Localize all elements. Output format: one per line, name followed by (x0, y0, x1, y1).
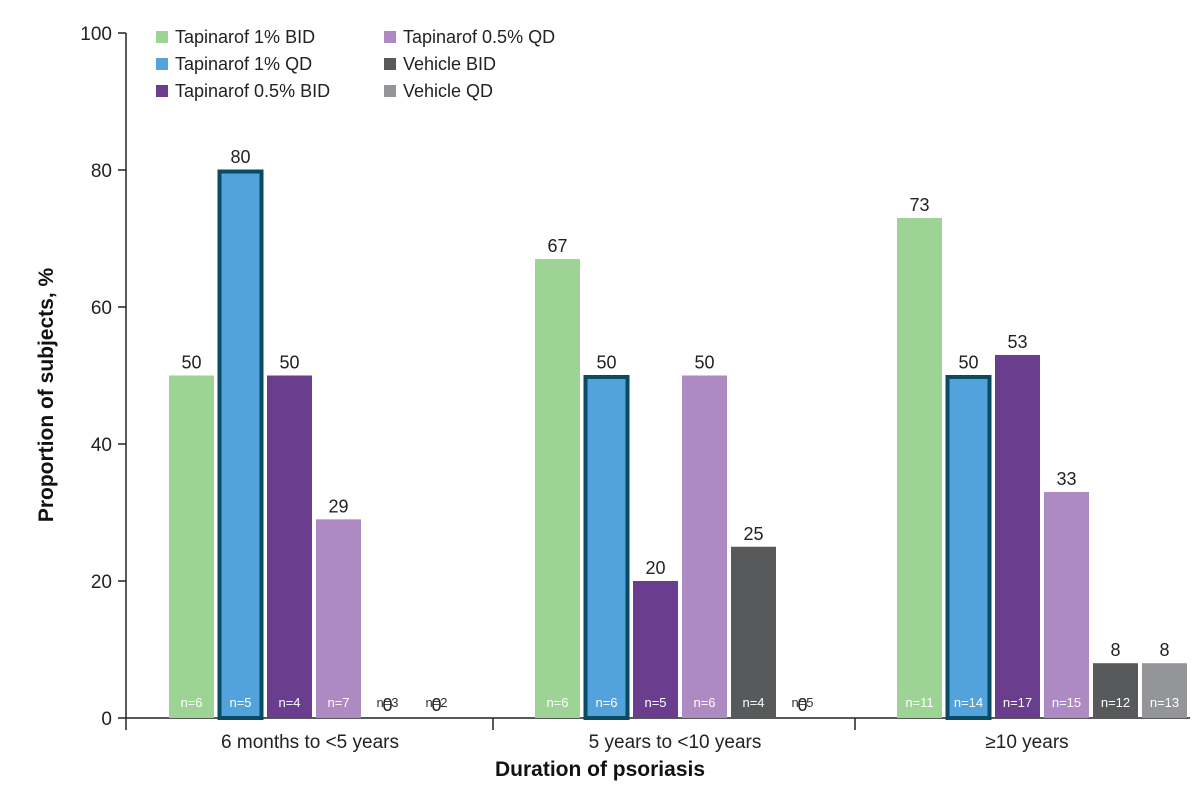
bar-value-label: 8 (1159, 640, 1169, 660)
bar-n-label: n=5 (791, 695, 813, 710)
x-category-label: 6 months to <5 years (221, 732, 399, 753)
legend-swatch (384, 31, 396, 43)
bar-value-label: 33 (1056, 469, 1076, 489)
bar (169, 375, 214, 718)
bar-value-label: 0 (431, 695, 441, 715)
bar-value-label: 50 (181, 353, 201, 373)
y-tick-label: 40 (91, 435, 112, 456)
x-axis-title: Duration of psoriasis (495, 758, 705, 781)
bar-n-label: n=6 (693, 695, 715, 710)
bar (897, 217, 942, 718)
y-tick-label: 60 (91, 298, 112, 319)
bar-value-label: 20 (645, 558, 665, 578)
bar-n-label: n=13 (1150, 695, 1179, 710)
bar-value-label: 50 (279, 353, 299, 373)
legend: Tapinarof 1% BID Tapinarof 1% QD Tapinarof… (156, 27, 555, 101)
bar (267, 375, 312, 718)
legend-swatch (156, 85, 168, 97)
bar-value-label: 67 (547, 236, 567, 256)
bar-n-label: n=7 (327, 695, 349, 710)
legend-label: Vehicle BID (403, 54, 496, 74)
legend-swatch (384, 58, 396, 70)
y-axis: 0 20 40 60 80 100 (80, 24, 127, 730)
bar-n-label: n=2 (425, 695, 447, 710)
legend-label: Tapinarof 1% BID (175, 27, 315, 47)
bar (682, 375, 727, 718)
bar-value-label: 50 (694, 353, 714, 373)
bar (217, 169, 264, 720)
x-axis: 6 months to <5 years 5 years to <10 years… (125, 717, 1190, 753)
bar-n-label: n=14 (954, 695, 983, 710)
bar (535, 259, 580, 718)
bar (945, 375, 992, 720)
bar-value-label: 73 (909, 195, 929, 215)
x-category-label: 5 years to <10 years (589, 732, 762, 753)
bar-n-label: n=6 (546, 695, 568, 710)
y-tick-label: 80 (91, 161, 112, 182)
x-category-label: ≥10 years (985, 732, 1068, 753)
bar-n-label: n=4 (742, 695, 764, 710)
bar-value-label: 29 (328, 496, 348, 516)
bar (1142, 663, 1187, 718)
bar (1044, 491, 1089, 718)
bar-value-label: 53 (1007, 332, 1027, 352)
bar-n-label: n=3 (376, 695, 398, 710)
bar-value-label: 0 (382, 695, 392, 715)
bar-n-label: n=12 (1101, 695, 1130, 710)
bar (316, 519, 361, 718)
legend-label: Tapinarof 0.5% BID (175, 81, 330, 101)
bar (995, 354, 1040, 718)
bar-n-label: n=6 (180, 695, 202, 710)
legend-label: Tapinarof 0.5% QD (403, 27, 555, 47)
bar-n-label: n=11 (905, 695, 933, 710)
bar (583, 375, 630, 720)
bar (731, 546, 776, 718)
bar-n-label: n=6 (595, 695, 617, 710)
bar-n-label: n=17 (1003, 695, 1032, 710)
bar-value-label: 50 (958, 353, 978, 373)
legend-label: Vehicle QD (403, 81, 493, 101)
legend-swatch (156, 58, 168, 70)
bar-n-label: n=15 (1052, 695, 1081, 710)
y-tick-label: 0 (101, 709, 112, 730)
y-tick-label: 100 (80, 24, 112, 45)
bar-value-label: 0 (797, 695, 807, 715)
bar-value-label: 50 (596, 353, 616, 373)
bar (633, 581, 678, 718)
bar (1093, 663, 1138, 718)
legend-label: Tapinarof 1% QD (175, 54, 312, 74)
bar-value-label: 25 (743, 524, 763, 544)
legend-swatch (156, 31, 168, 43)
y-tick-label: 20 (91, 572, 112, 593)
bar-value-label: 80 (230, 147, 250, 167)
y-axis-title: Proportion of subjects, % (35, 268, 58, 523)
bar-n-label: n=4 (278, 695, 300, 710)
bar-n-label: n=5 (229, 695, 251, 710)
legend-swatch (384, 85, 396, 97)
bar-value-label: 8 (1110, 640, 1120, 660)
bar-n-label: n=5 (644, 695, 666, 710)
